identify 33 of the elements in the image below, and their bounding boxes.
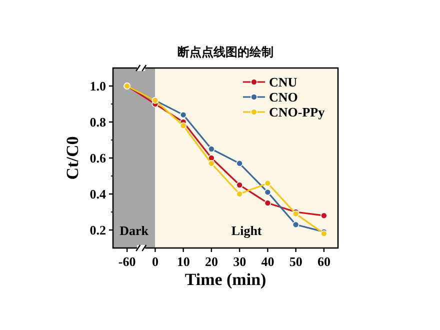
x-axis-title: Time (min) bbox=[184, 270, 266, 289]
point bbox=[208, 146, 215, 152]
x-tick-label: 30 bbox=[233, 254, 246, 269]
point bbox=[292, 221, 300, 228]
y-axis-title: Ct/C0 bbox=[63, 136, 82, 180]
y-tick-label: 1.0 bbox=[90, 78, 106, 94]
point bbox=[236, 190, 243, 198]
legend-label: CNO-PPy bbox=[269, 104, 326, 120]
point bbox=[208, 160, 215, 167]
x-tick-label: 10 bbox=[176, 254, 190, 269]
y-tick-label: 0.2 bbox=[90, 222, 106, 238]
x-tick-label: 20 bbox=[204, 254, 218, 269]
x-tick-label: 40 bbox=[261, 254, 274, 269]
chart-title: 断点点线图的绘制 bbox=[178, 45, 274, 59]
band-label: Dark bbox=[120, 223, 150, 238]
x-tick-label: -60 bbox=[118, 254, 136, 269]
point bbox=[264, 200, 272, 206]
x-tick-label: 60 bbox=[317, 254, 330, 269]
point bbox=[180, 122, 187, 129]
legend-label: CNO bbox=[269, 90, 298, 104]
point bbox=[264, 188, 272, 196]
band-label: Light bbox=[231, 223, 262, 238]
y-tick-label: 0.4 bbox=[90, 186, 106, 202]
legend-label: CNU bbox=[269, 74, 298, 90]
point bbox=[320, 212, 328, 219]
point bbox=[180, 111, 187, 118]
x-tick-label: 50 bbox=[289, 254, 302, 269]
y-tick-label: 0.8 bbox=[90, 114, 106, 130]
point bbox=[236, 160, 243, 167]
x-tick-label: 0 bbox=[152, 254, 158, 269]
point bbox=[236, 182, 243, 188]
y-tick-label: 0.6 bbox=[90, 150, 106, 166]
point bbox=[264, 180, 272, 187]
